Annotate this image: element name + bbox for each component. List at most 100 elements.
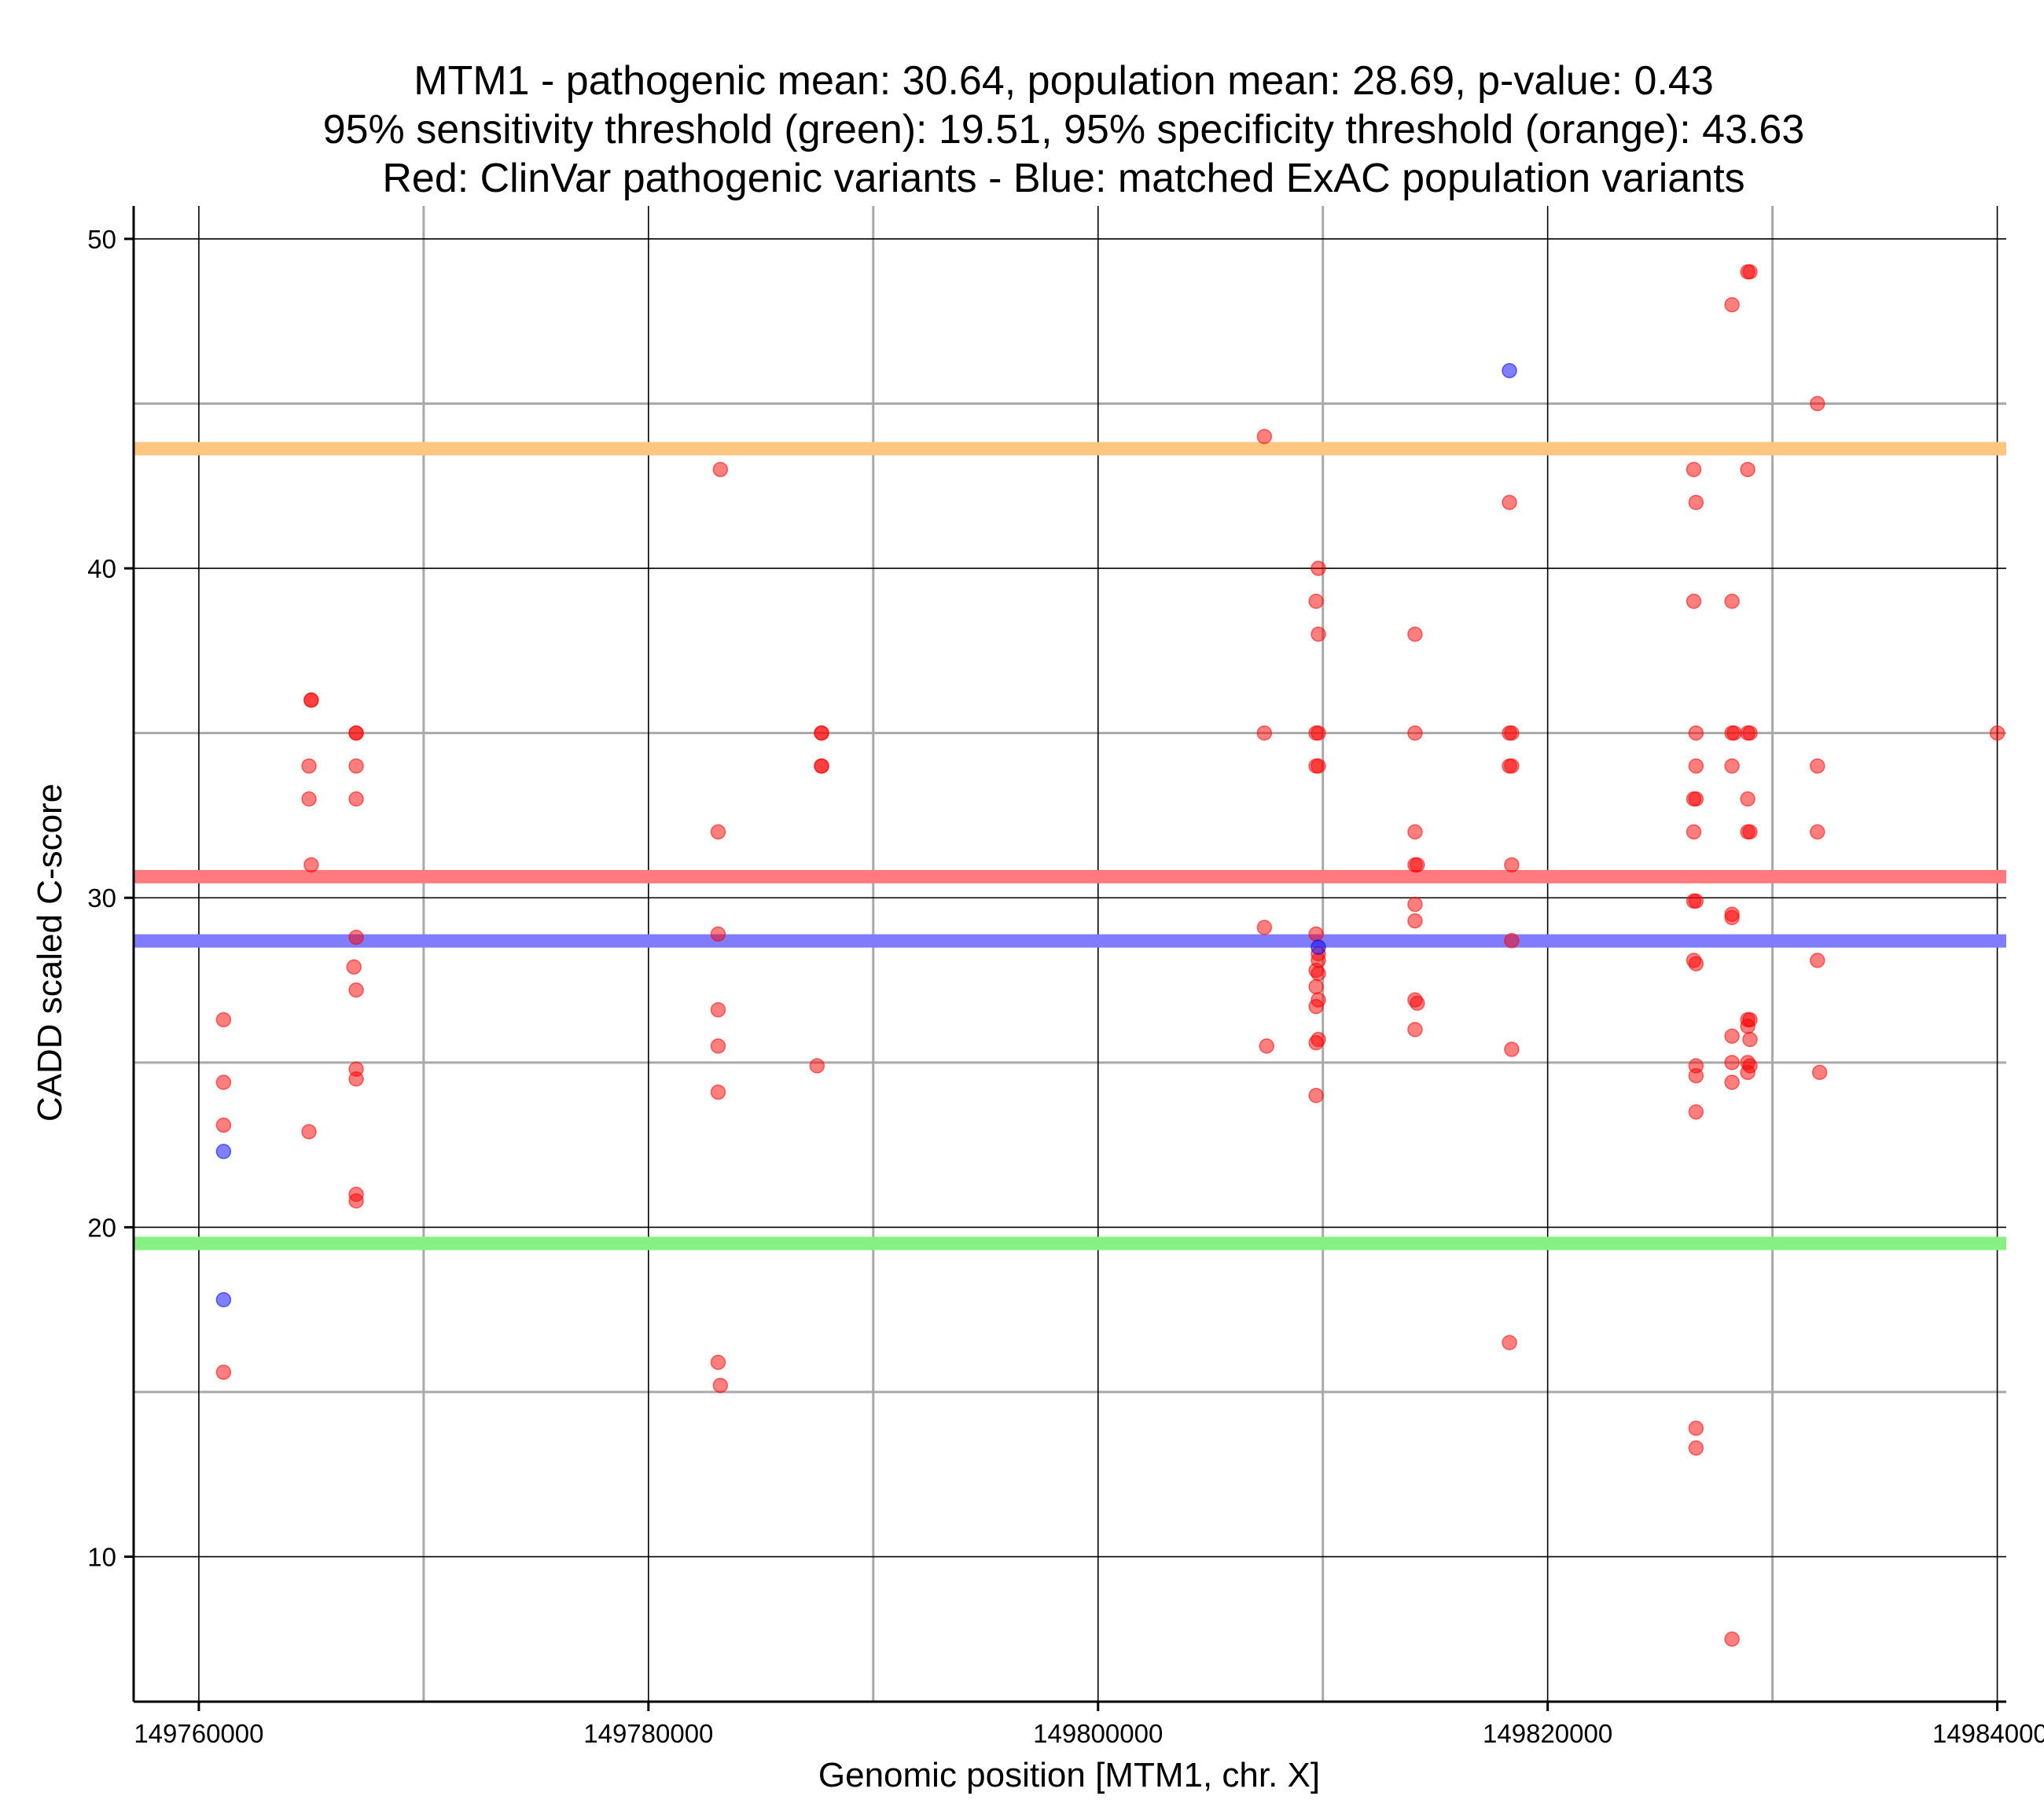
pathogenic-point [303,692,319,708]
pathogenic-point [809,1058,825,1074]
x-tick-label: 149780000 [583,1719,713,1748]
x-tick-label: 149760000 [134,1719,263,1748]
pathogenic-point [301,1124,317,1140]
pathogenic-point [1504,725,1520,741]
pathogenic-point [1688,791,1704,807]
pathogenic-point [1688,956,1704,971]
chart-title: MTM1 - pathogenic mean: 30.64, populatio… [323,58,1805,201]
pathogenic-point [1686,593,1702,609]
pathogenic-point [1724,296,1740,313]
data-points [215,264,2005,1647]
pathogenic-point [1724,1028,1740,1045]
pathogenic-point [1311,626,1326,642]
pathogenic-point [215,1074,232,1090]
pathogenic-point [1407,1022,1423,1038]
pathogenic-point [1724,593,1740,609]
pathogenic-point [1308,979,1324,995]
pathogenic-point [1308,998,1324,1015]
pathogenic-point [1308,593,1324,609]
pathogenic-point [1407,913,1423,929]
pathogenic-point [1410,995,1425,1012]
pathogenic-point [1504,1041,1520,1057]
x-tick-label: 149840000 [1932,1719,2044,1748]
pathogenic-point [215,1012,232,1028]
pathogenic-point [1688,1440,1704,1456]
pathogenic-point [1407,626,1423,642]
pathogenic-point [215,1364,232,1380]
pathogenic-point [1810,758,1825,774]
pathogenic-point [1502,494,1517,510]
pathogenic-point [348,982,364,998]
population-point [215,1144,232,1159]
x-tick-label: 149820000 [1483,1719,1612,1748]
y-tick-label: 30 [87,883,116,913]
pathogenic-point [303,857,319,873]
pathogenic-point [1688,1104,1704,1120]
pathogenic-point [1504,758,1520,774]
pathogenic-point [1256,428,1273,445]
pathogenic-point [1504,932,1520,949]
pathogenic-point [1726,725,1742,741]
pathogenic-point [1724,909,1740,926]
pathogenic-point [1724,758,1740,774]
pathogenic-point [348,1193,364,1209]
pathogenic-point [1740,461,1755,478]
pathogenic-point [1688,1420,1704,1436]
pathogenic-point [1742,1031,1758,1048]
pathogenic-point [215,1117,232,1133]
title-line-1: MTM1 - pathogenic mean: 30.64, populatio… [414,58,1714,104]
pathogenic-point [1688,494,1704,510]
pathogenic-point [1407,896,1423,913]
pathogenic-point [1810,824,1825,840]
y-tick-label: 10 [87,1543,116,1572]
pathogenic-point [1502,1335,1517,1350]
pathogenic-point [1740,1064,1755,1081]
pathogenic-point [710,1084,726,1100]
pathogenic-point [1686,824,1702,840]
pathogenic-point [1742,725,1758,741]
title-line-3: Red: ClinVar pathogenic variants - Blue:… [382,156,1744,201]
pathogenic-point [1724,1631,1740,1647]
pathogenic-point [1688,1067,1704,1084]
pathogenic-point [1259,1038,1274,1054]
pathogenic-point [1407,725,1423,741]
reference-lines [134,442,2006,1251]
pathogenic-point [1311,758,1326,774]
pathogenic-point [1740,791,1755,807]
pathogenic-point [1308,1034,1324,1051]
pathogenic-point [1811,1064,1828,1081]
pathogenic-point [1308,1087,1324,1104]
x-tick-label: 149800000 [1033,1719,1163,1748]
pathogenic-point [1311,965,1326,982]
pathogenic-point [1742,264,1758,280]
pathogenic-point [301,791,317,807]
pathogenic-point [1410,857,1425,873]
axes [132,206,2006,1703]
y-tick-label: 40 [87,554,116,583]
x-axis-title: Genomic position [MTM1, chr. X] [818,1756,1320,1794]
pathogenic-point [1989,725,2005,741]
pathogenic-point [348,725,364,741]
pathogenic-point [814,725,829,741]
pathogenic-point [348,791,364,807]
pathogenic-point [1810,953,1825,968]
pathogenic-point [1688,893,1704,909]
pathogenic-point [1504,857,1520,873]
y-axis-title: CADD scaled C-score [31,784,69,1122]
population-point [1502,362,1517,379]
population-point [215,1291,232,1308]
title-line-2: 95% sensitivity threshold (green): 19.51… [323,107,1805,152]
pathogenic-point [1724,1074,1740,1090]
population-point [1311,939,1326,955]
pathogenic-point [1742,824,1758,840]
pathogenic-point [710,824,726,840]
pathogenic-point [1311,560,1326,576]
y-tick-label: 50 [87,225,116,254]
pathogenic-point [348,929,364,946]
pathogenic-point [1740,1018,1755,1034]
pathogenic-point [710,926,726,942]
major-gridlines [134,206,2006,1702]
pathogenic-point [1686,461,1702,478]
